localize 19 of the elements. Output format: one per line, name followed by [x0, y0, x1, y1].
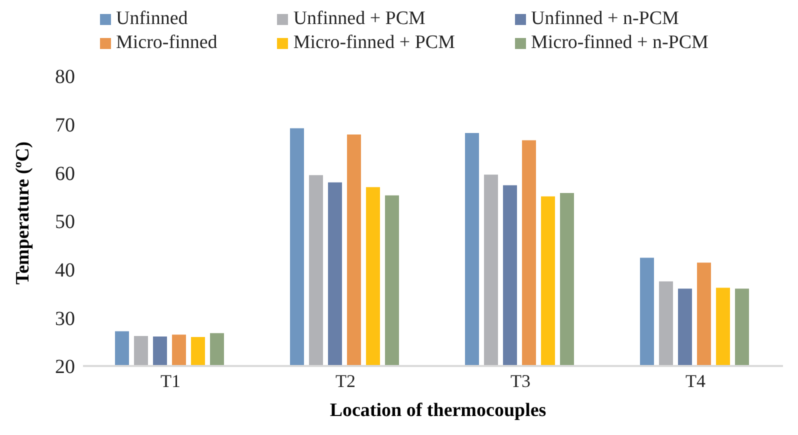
legend-label: Micro-finned + PCM — [293, 32, 455, 54]
y-tick-label: 60 — [55, 162, 75, 185]
y-tick-label: 50 — [55, 211, 75, 234]
y-tick-label: 70 — [55, 114, 75, 136]
y-tick-label: 80 — [55, 66, 75, 88]
x-axis-title: Location of thermocouples — [328, 400, 548, 422]
y-tick-label: 30 — [55, 308, 75, 330]
legend-label: Micro-finned — [116, 32, 218, 54]
y-tick-label: 20 — [55, 356, 75, 378]
x-tick-label: T4 — [686, 370, 706, 391]
y-axis-title: Temperature (ºC) — [12, 142, 34, 284]
x-tick-label: T1 — [160, 370, 180, 391]
x-tick-label: T2 — [336, 370, 356, 391]
legend-label: Unfinned + n-PCM — [530, 8, 679, 30]
x-tick-label: T3 — [510, 370, 530, 391]
legend-label: Micro-finned + n-PCM — [530, 32, 708, 54]
legend-label: Unfinned — [116, 8, 188, 30]
y-tick-label: 40 — [55, 259, 75, 282]
legend-label: Unfinned + PCM — [293, 8, 426, 30]
